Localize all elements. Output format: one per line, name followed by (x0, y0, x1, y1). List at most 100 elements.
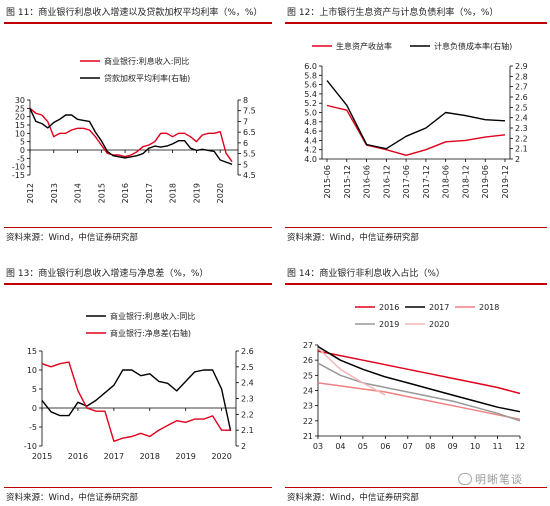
title-rule-13 (4, 283, 272, 285)
c14-ylabel-2: 23 (303, 402, 313, 411)
c12-ylabel-right-0: 2 (515, 155, 520, 164)
c14-ylabel-0: 21 (303, 432, 313, 441)
chart-title-13: 图 13：商业银行利息收入增速与净息差（%，%） (6, 269, 209, 279)
title-rule-11 (4, 22, 272, 24)
c12-ylabel-right-4: 2.4 (515, 114, 528, 123)
c13-ylabel-right-1: 2.1 (241, 426, 254, 435)
c12-xlabel-1: 2015-12 (343, 165, 352, 198)
c12-ylabel-right-1: 2.1 (515, 145, 528, 154)
c13-legend-0-label: 商业银行:利息收入:同比 (110, 311, 195, 321)
c12-series-asset-yield (326, 104, 506, 157)
c12-ylabel-left-2: 4.4 (304, 136, 317, 145)
c12-xlabel-2: 2016-06 (363, 165, 372, 198)
c13-ylabel-left-1: -5 (29, 423, 37, 432)
c11-ylabel-right-0: 4.5 (243, 171, 256, 180)
c11-ylabel-right-5: 7 (243, 117, 248, 126)
c12-ylabel-left-4: 4.8 (304, 118, 317, 127)
c11-ylabel-left-8: 25 (15, 104, 25, 113)
c11-ylabel-right-3: 6 (243, 139, 248, 148)
c12-xlabel-4: 2017-06 (402, 165, 411, 198)
c14-series-2016 (317, 350, 521, 395)
c14-ylabel-3: 24 (303, 387, 313, 396)
c13-ylabel-left-5: 15 (27, 347, 37, 356)
c12-ylabel-right-6: 2.6 (515, 93, 528, 102)
c12-ylabel-left-0: 4.0 (304, 155, 317, 164)
c13-ylabel-left-4: 10 (27, 366, 37, 375)
chart-source-14: 资料来源：Wind，中信证券研究部 (287, 493, 419, 503)
c12-xlabel-5: 2017-12 (422, 165, 431, 198)
c12-xlabel-7: 2018-12 (461, 165, 470, 198)
c14-series-2019 (317, 362, 521, 422)
c12-xlabel-0: 2015-06 (323, 165, 332, 198)
c12-ylabel-right-8: 2.8 (515, 72, 528, 81)
c11-ylabel-left-4: 5 (20, 138, 25, 147)
c14-series-2020 (317, 347, 386, 396)
c14-xlabel-6: 09 (448, 442, 458, 451)
c11-xlabel-3: 2015 (97, 183, 106, 203)
c11-ylabel-right-1: 5 (243, 160, 248, 169)
c14-xlabel-5: 08 (425, 442, 435, 451)
chart-title-12: 图 12：上市银行生息资产与计息负债利率（%，%） (287, 8, 499, 18)
c14-ylabel-5: 26 (303, 356, 313, 365)
c12-xlabel-3: 2016-12 (382, 165, 391, 198)
chart-source-12: 资料来源：Wind，中信证券研究部 (287, 233, 419, 243)
c13-xlabel-4: 2019 (176, 452, 196, 461)
c14-xlabel-8: 11 (492, 442, 502, 451)
c11-xlabel-7: 2019 (192, 183, 201, 203)
c12-xlabel-6: 2018-06 (442, 165, 451, 198)
c13-ylabel-right-3: 2.3 (241, 395, 254, 404)
c13-ylabel-left-0: -10 (24, 442, 37, 451)
c12-ylabel-left-9: 5.8 (304, 71, 317, 80)
chart-title-11: 图 11：商业银行利息收入增速以及贷款加权平均利率（%，%） (6, 8, 263, 18)
c13-xlabel-5: 2020 (211, 452, 231, 461)
c11-xlabel-6: 2018 (169, 183, 178, 203)
title-rule-14 (285, 283, 547, 285)
c12-ylabel-right-2: 2.2 (515, 134, 528, 143)
source-rule-13 (4, 487, 272, 488)
c12-xlabel-8: 2019-06 (481, 165, 490, 198)
c12-ylabel-right-9: 2.9 (515, 62, 528, 71)
c13-xlabel-1: 2016 (68, 452, 88, 461)
c12-legend-1-label: 计息负债成本率(右轴) (434, 41, 512, 51)
c11-ylabel-right-7: 8 (243, 96, 248, 105)
c11-legend-1-label: 贷款加权平均利率(右轴) (104, 73, 190, 83)
chart-source-13: 资料来源：Wind，中信证券研究部 (6, 493, 138, 503)
c13-ylabel-right-4: 2.4 (241, 379, 254, 388)
c14-xlabel-9: 12 (515, 442, 525, 451)
c11-ylabel-left-3: 0 (20, 146, 25, 155)
title-rule-12 (285, 22, 547, 24)
c13-xlabel-0: 2015 (32, 452, 52, 461)
c12-ylabel-right-3: 2.3 (515, 124, 528, 133)
c13-xlabel-3: 2018 (140, 452, 160, 461)
c12-xlabel-9: 2019-12 (501, 165, 510, 198)
c11-legend-0-label: 商业银行:利息收入:同比 (104, 56, 189, 66)
c13-xlabel-2: 2017 (104, 452, 124, 461)
c12-ylabel-right-5: 2.5 (515, 103, 528, 112)
c12-legend-0-label: 生息资产收益率 (336, 41, 392, 51)
c14-legend-0-label: 2016 (379, 303, 399, 312)
chart-title-14: 图 14：商业银行非利息收入占比（%） (287, 269, 445, 279)
c14-legend-3-label: 2019 (379, 320, 399, 329)
c14-xlabel-0: 03 (313, 442, 323, 451)
c13-ylabel-right-2: 2.2 (241, 410, 254, 419)
source-rule-12 (285, 227, 547, 228)
c14-xlabel-4: 07 (403, 442, 413, 451)
c11-ylabel-right-2: 5.5 (243, 150, 256, 159)
c12-ylabel-left-10: 6.0 (304, 62, 317, 71)
c12-ylabel-left-3: 4.6 (304, 127, 317, 136)
c14-xlabel-1: 04 (335, 442, 345, 451)
c13-series-nim (41, 361, 231, 442)
c14-legend-4-label: 2020 (429, 320, 449, 329)
c11-series-interest-income (29, 107, 233, 163)
chart-source-11: 资料来源：Wind，中信证券研究部 (6, 233, 138, 243)
c11-series-loan-rate (29, 108, 233, 165)
c13-legend-1-label: 商业银行:净息差(右轴) (110, 328, 191, 338)
c14-xlabel-3: 06 (380, 442, 390, 451)
c12-ylabel-left-7: 5.4 (304, 90, 317, 99)
c11-xlabel-0: 2012 (26, 183, 35, 203)
c11-ylabel-left-2: -5 (17, 154, 25, 163)
c13-ylabel-left-2: 0 (32, 404, 37, 413)
c14-legend-1-label: 2017 (429, 303, 449, 312)
c11-ylabel-left-7: 20 (15, 113, 25, 122)
